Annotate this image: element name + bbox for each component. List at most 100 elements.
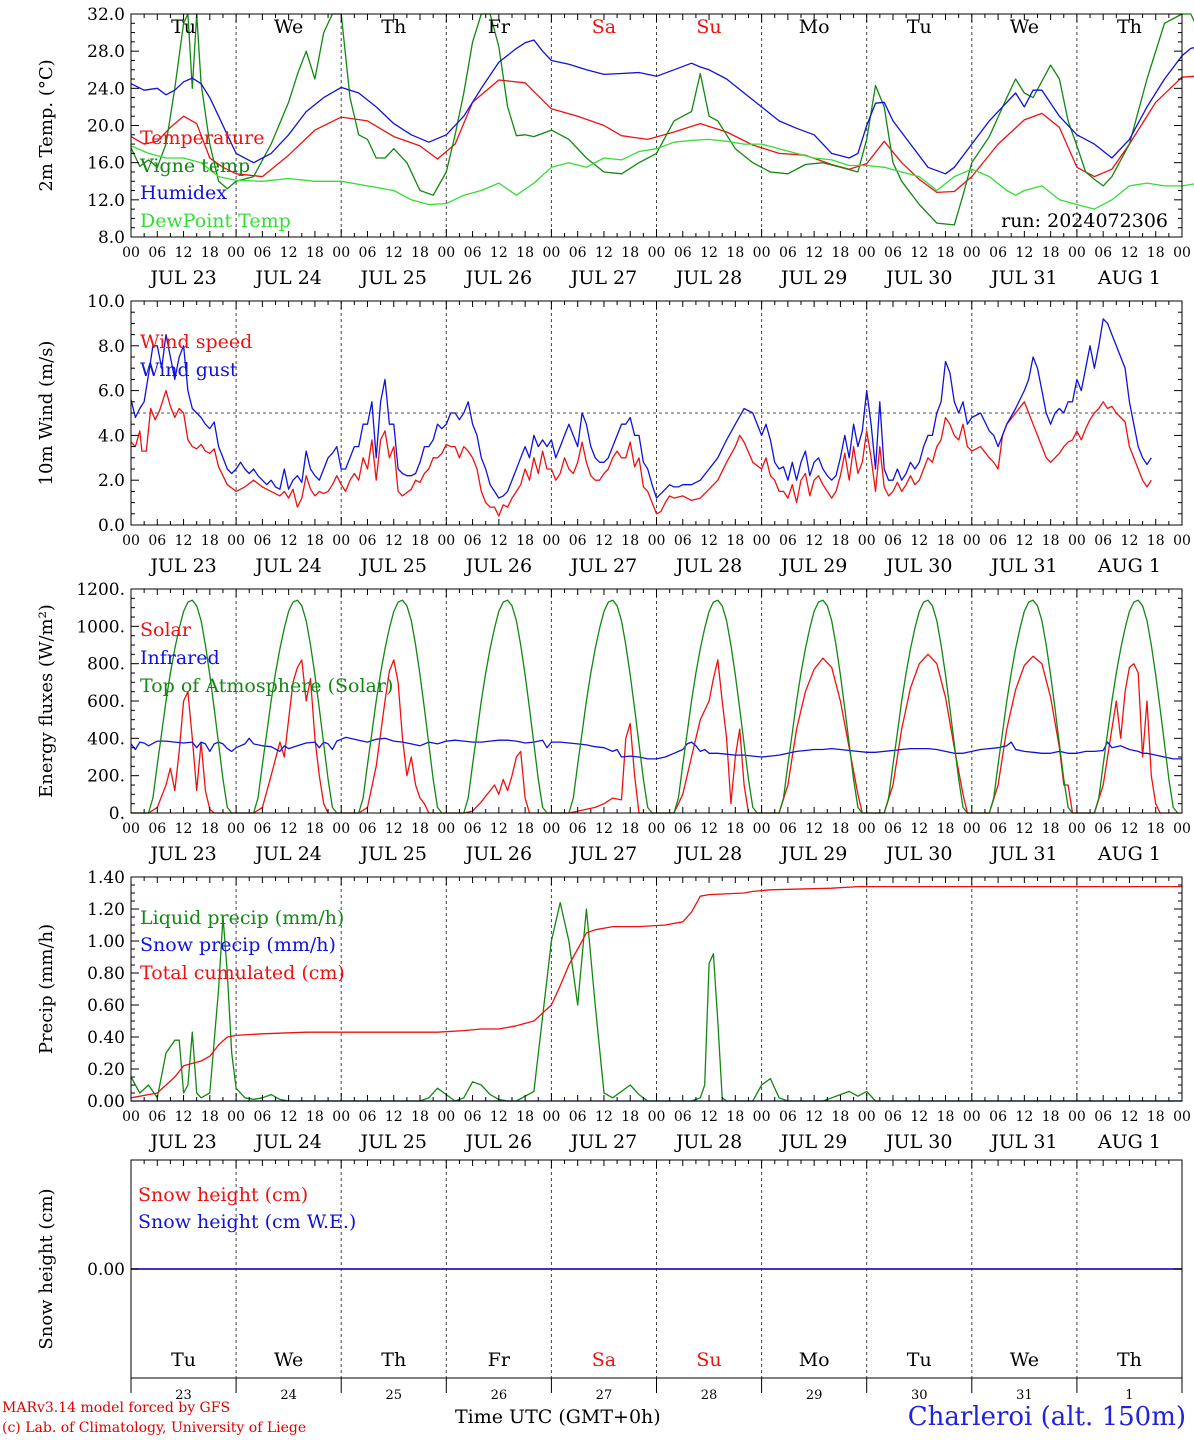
hour-tick-label: 12: [595, 245, 613, 261]
y-tick-label: 20.0: [87, 117, 125, 137]
hour-tick-label: 00: [753, 1109, 771, 1125]
hour-tick-label: 00: [437, 245, 455, 261]
hour-tick-label: 06: [148, 533, 166, 549]
hour-tick-label: 18: [516, 245, 534, 261]
y-tick-label: 1.00: [87, 932, 125, 952]
date-label: JUL 30: [884, 1131, 952, 1153]
hour-tick-label: 00: [542, 533, 560, 549]
hour-tick-label: 06: [569, 533, 587, 549]
y-tick-label: 32.0: [87, 5, 125, 25]
date-label: JUL 27: [569, 267, 637, 289]
weekday-label-top: Th: [1117, 16, 1142, 38]
weekday-label-top: Fr: [488, 16, 511, 38]
legend-total-cumulated-cm-: Total cumulated (cm): [140, 962, 345, 984]
plot-frame: [130, 13, 1183, 238]
hour-tick-label: 00: [648, 245, 666, 261]
day-number-label: 29: [806, 1388, 823, 1403]
date-label: AUG 1: [1097, 1131, 1161, 1153]
day-number-label: 28: [701, 1388, 718, 1403]
day-number-label: 25: [385, 1388, 402, 1403]
hour-tick-label: 00: [858, 245, 876, 261]
series-line-temperature: [130, 75, 1194, 194]
hour-tick-label: 12: [175, 533, 193, 549]
weekday-label-bottom: Th: [1117, 1349, 1142, 1371]
date-label: JUL 29: [779, 555, 847, 577]
y-tick-label: 0.20: [87, 1060, 125, 1080]
hour-tick-label: 18: [832, 245, 850, 261]
date-label: JUL 24: [253, 555, 321, 577]
y-axis-label: 10m Wind (m/s): [36, 341, 57, 486]
date-label: JUL 30: [884, 267, 952, 289]
hour-tick-label: 00: [648, 533, 666, 549]
hour-tick-label: 00: [542, 1109, 560, 1125]
date-label: JUL 26: [464, 267, 532, 289]
hour-tick-label: 00: [753, 245, 771, 261]
hour-tick-label: 00: [542, 245, 560, 261]
hour-tick-label: 06: [464, 245, 482, 261]
hour-tick-label: 00: [963, 821, 981, 837]
hour-tick-label: 00: [963, 245, 981, 261]
hour-tick-label: 12: [385, 821, 403, 837]
hour-tick-label: 12: [805, 533, 823, 549]
y-tick-label: 2.0: [98, 471, 125, 491]
hour-tick-label: 12: [490, 533, 508, 549]
hour-tick-label: 12: [700, 245, 718, 261]
hour-tick-label: 18: [726, 821, 744, 837]
hour-tick-label: 18: [411, 1109, 429, 1125]
hour-tick-label: 12: [910, 533, 928, 549]
date-label: JUL 31: [989, 1131, 1057, 1153]
hour-tick-label: 18: [516, 1109, 534, 1125]
y-tick-label: 0.0: [98, 516, 125, 536]
day-number-label: 24: [280, 1388, 297, 1403]
model-credit: MARv3.14 model forced by GFS: [2, 1400, 231, 1416]
hour-tick-label: 06: [884, 533, 902, 549]
y-tick-label: 0.40: [87, 1028, 125, 1048]
date-label: AUG 1: [1097, 555, 1161, 577]
y-tick-label: 400.: [87, 729, 125, 749]
chart-series: [130, 13, 1194, 1270]
y-tick-label: 28.0: [87, 42, 125, 62]
chart-axes: [130, 13, 1183, 1393]
hour-tick-label: 06: [674, 1109, 692, 1125]
y-tick-label: 1.40: [87, 868, 125, 888]
series-line-vigne-temp: [130, 13, 1194, 226]
date-label: JUL 24: [253, 267, 321, 289]
plot-frame: [130, 588, 1183, 814]
weekday-label-top: Tu: [907, 16, 932, 38]
date-label: JUL 25: [359, 1131, 427, 1153]
y-tick-label: 0.00: [87, 1260, 125, 1280]
date-label: JUL 29: [779, 267, 847, 289]
hour-tick-label: 00: [648, 1109, 666, 1125]
hour-tick-label: 06: [359, 821, 377, 837]
hour-tick-label: 06: [464, 1109, 482, 1125]
hour-tick-label: 18: [937, 533, 955, 549]
series-line-solar: [131, 653, 1182, 814]
hour-tick-label: 12: [280, 533, 298, 549]
series-line-dewpoint-temp: [130, 138, 1194, 210]
hour-tick-label: 06: [779, 821, 797, 837]
weekday-label-bottom: Sa: [592, 1349, 616, 1371]
hour-tick-label: 18: [306, 1109, 324, 1125]
hour-tick-label: 12: [1015, 533, 1033, 549]
y-tick-label: 12.0: [87, 191, 125, 211]
weekday-label-top: Mo: [799, 16, 830, 38]
hour-tick-label: 12: [805, 245, 823, 261]
hour-tick-label: 00: [227, 245, 245, 261]
hour-tick-label: 06: [359, 245, 377, 261]
series-line-infrared: [130, 736, 1182, 760]
hour-tick-label: 06: [989, 1109, 1007, 1125]
date-label: JUL 31: [989, 555, 1057, 577]
hour-tick-label: 06: [1094, 245, 1112, 261]
hour-tick-label: 18: [306, 245, 324, 261]
date-label: JUL 28: [674, 555, 742, 577]
hour-tick-label: 00: [122, 1109, 140, 1125]
date-label: JUL 30: [884, 555, 952, 577]
weekday-label-bottom: Su: [696, 1349, 721, 1371]
hour-tick-label: 12: [700, 1109, 718, 1125]
legend-wind-gust: Wind gust: [140, 359, 238, 381]
hour-tick-label: 06: [884, 245, 902, 261]
legend-dewpoint-temp: DewPoint Temp: [140, 210, 291, 232]
hour-tick-label: 06: [989, 821, 1007, 837]
hour-tick-label: 00: [332, 821, 350, 837]
date-label: JUL 25: [359, 843, 427, 865]
